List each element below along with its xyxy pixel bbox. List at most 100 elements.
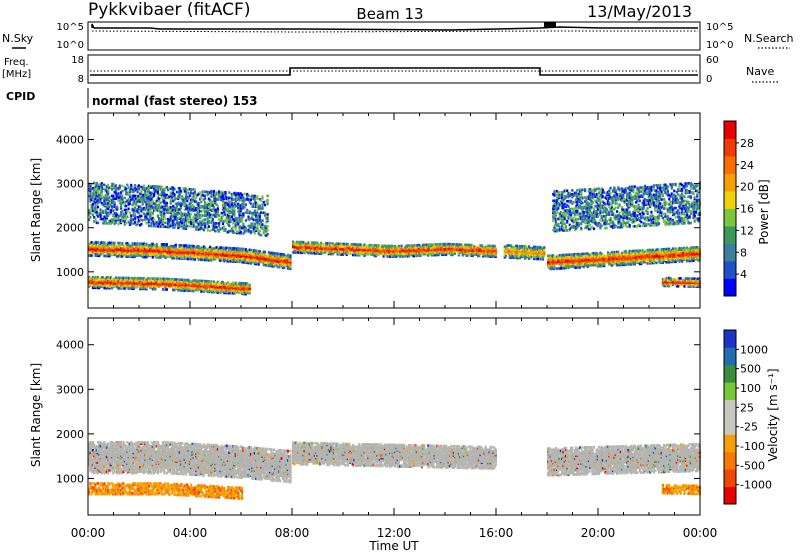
scatter-cell [335,242,338,245]
scatter-cell [112,246,115,250]
scatter-cell [140,283,143,287]
scatter-cell [286,259,290,262]
scatter-cell [621,257,624,260]
scatter-cell [335,246,338,249]
scatter-cell [187,257,190,261]
scatter-cell [418,249,421,252]
scatter-cell [118,285,121,289]
scatter-cell [415,254,418,258]
scatter-cell [584,256,587,260]
scatter-cell [680,248,684,251]
scatter-cell [179,252,182,255]
scatter-cell [633,249,636,253]
scatter-cell [447,245,450,249]
freq-panel-frame [87,54,701,84]
scatter-cell [119,247,123,250]
scatter-cell [608,255,611,258]
scatter-cell [104,281,107,285]
scatter-cell [627,255,630,258]
scatter-cell [229,260,232,263]
scatter-cell [214,248,217,252]
scatter-cell [100,209,103,213]
scatter-cell [111,281,114,285]
scatter-cell [119,211,123,214]
scatter-cell [117,217,120,221]
scatter-cell [186,284,189,287]
scatter-cell [317,244,320,247]
scatter-cell [119,283,123,286]
scatter-cell [688,258,691,261]
scatter-cell [652,256,655,260]
scatter-cell [135,254,138,257]
scatter-cell [413,246,416,250]
scatter-cell [191,288,194,291]
scatter-cell [107,245,110,249]
scatter-cell [102,280,105,283]
scatter-cell [255,258,258,262]
scatter-cell [646,248,649,252]
scatter-cell [95,221,98,225]
scatter-cell [267,261,270,265]
scatter-cell [666,250,670,253]
scatter-cell [225,257,228,260]
scatter-cell [679,252,682,255]
scatter-cell [191,283,194,286]
scatter-cell [678,257,681,261]
scatter-cell [645,259,648,263]
scatter-cell [238,281,241,285]
scatter-cell [228,287,231,291]
scatter-cell [381,249,384,253]
scatter-cell [312,248,315,251]
scatter-cell [674,260,677,264]
scatter-cell [155,256,158,259]
scatter-cell [105,242,108,246]
scatter-cell [118,279,121,282]
scatter-cell [170,279,174,282]
scatter-cell [98,282,101,286]
scatter-cell [223,258,226,261]
scatter-cell [197,250,200,253]
scatter-cell [153,250,156,254]
scatter-cell [112,277,115,281]
scatter-cell [117,192,120,195]
scatter-cell [170,280,174,284]
scatter-cell [104,219,107,222]
scatter-cell [589,264,592,267]
scatter-cell [182,254,185,258]
scatter-cell [610,250,613,254]
scatter-cell [448,249,451,253]
scatter-cell [592,258,596,262]
scatter-cell [139,282,142,285]
scatter-cell [139,277,142,280]
scatter-cell [260,252,263,256]
scatter-cell [488,255,491,258]
scatter-cell [636,252,639,255]
scatter-cell [394,254,397,257]
scatter-cell [424,252,427,256]
scatter-cell [335,247,338,251]
scatter-cell [241,285,244,289]
scatter-cell [587,262,590,266]
scatter-cell [323,244,327,248]
scatter-cell [548,261,551,264]
scatter-cell [689,257,692,260]
scatter-cell [343,245,346,248]
scatter-cell [603,254,606,257]
scatter-cell [626,262,629,265]
scatter-cell [561,259,564,262]
scatter-cell [687,247,690,251]
scatter-cell [299,242,302,245]
scatter-cell [187,278,190,282]
scatter-cell [696,246,699,249]
scatter-cell [102,187,105,191]
scatter-cell [173,288,176,292]
scatter-cell [415,244,418,247]
scatter-cell [141,200,144,203]
scatter-cell [113,212,116,215]
scatter-cell [346,246,349,250]
scatter-cell [330,248,333,252]
scatter-cell [344,248,347,251]
scatter-cell [308,249,311,252]
scatter-cell [285,261,288,265]
scatter-cell [447,242,450,246]
